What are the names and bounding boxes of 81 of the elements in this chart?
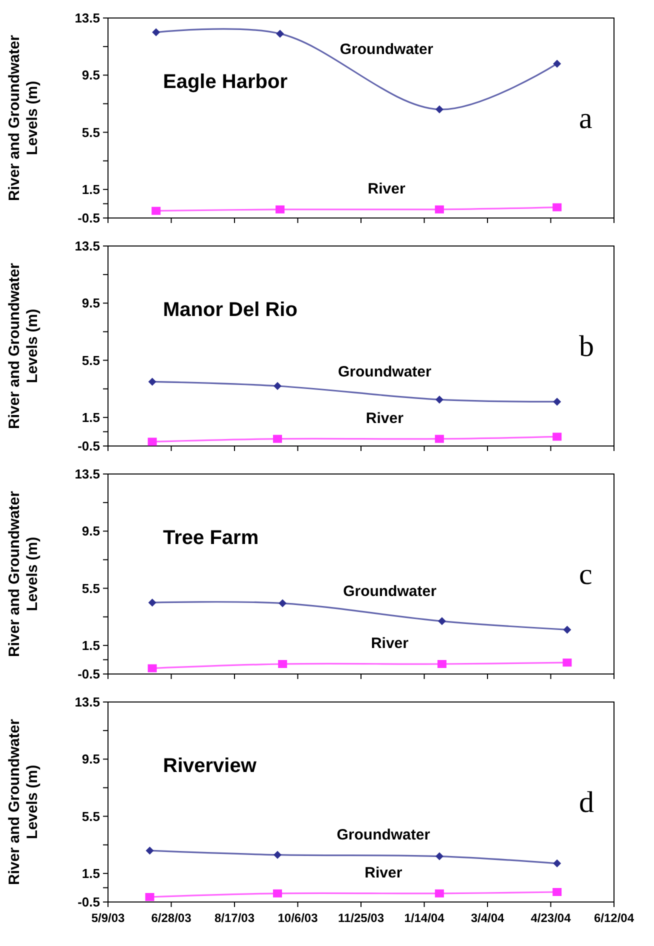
series-label: Groundwater: [338, 363, 432, 380]
text: Tree Farm: [163, 527, 259, 549]
point: [148, 598, 156, 607]
point: [274, 850, 282, 859]
y-tick-label: 13.5: [74, 238, 100, 254]
point: [553, 398, 562, 406]
point: [148, 664, 157, 672]
y-axis-title: River and Groundwater Levels (m): [6, 718, 41, 885]
point: [148, 438, 157, 446]
y-tick-label: 1.5: [82, 410, 100, 425]
text: Riverview: [163, 755, 257, 777]
point: [562, 658, 572, 667]
y-tick-label: 9.5: [82, 524, 100, 539]
point: [553, 60, 562, 68]
y-tick-label: 1.5: [82, 638, 100, 653]
x-tick-label: 1/14/04: [404, 911, 445, 925]
x-tick-label: 6/12/04: [594, 911, 634, 925]
series-label: Groundwater: [343, 582, 437, 600]
point: [273, 889, 282, 898]
series-label: River: [366, 410, 404, 427]
x-tick-label: 11/25/03: [338, 911, 384, 925]
y-tick-label: -0.5: [78, 438, 100, 454]
point: [552, 432, 562, 441]
annotation: d: [579, 786, 594, 819]
point: [563, 626, 572, 634]
point: [435, 396, 444, 404]
x-tick-label: 3/4/04: [470, 911, 504, 925]
y-tick-label: 9.5: [82, 68, 100, 83]
y-tick-label: -0.5: [78, 894, 100, 910]
y-tick-label: -0.5: [78, 666, 100, 682]
point: [552, 203, 562, 212]
y-tick-label: 5.5: [82, 124, 100, 140]
series-label: River: [364, 864, 402, 882]
point: [434, 205, 444, 214]
x-tick-label: 5/9/03: [91, 911, 125, 925]
point: [434, 889, 444, 898]
point: [276, 30, 284, 38]
series-label: Groundwater: [340, 41, 434, 58]
point: [276, 205, 285, 214]
y-axis-title: River and Groundwater Levels (m): [6, 490, 41, 657]
x-tick-label: 6/28/03: [151, 911, 192, 925]
point: [145, 893, 154, 901]
point: [148, 378, 156, 386]
series-label: River: [368, 180, 406, 198]
y-axis-title: River and Groundwater Levels (m): [6, 262, 41, 429]
annotation: b: [579, 330, 594, 363]
point: [273, 434, 282, 443]
point: [278, 660, 288, 668]
x-tick-label: 4/23/04: [530, 911, 572, 925]
point: [152, 206, 161, 215]
y-tick-label: 13.5: [74, 694, 100, 710]
point: [438, 617, 446, 626]
point: [435, 852, 444, 860]
y-tick-label: 1.5: [82, 866, 100, 881]
y-tick-label: 5.5: [82, 580, 100, 596]
y-tick-label: -0.5: [78, 210, 100, 226]
y-tick-label: 13.5: [74, 10, 100, 26]
point: [435, 105, 444, 114]
x-tick-label: 8/17/03: [214, 911, 255, 925]
point: [553, 859, 562, 868]
point: [146, 846, 154, 855]
y-tick-label: 5.5: [82, 808, 100, 824]
y-tick-label: 5.5: [82, 352, 100, 368]
series-label: River: [370, 635, 409, 652]
annotation: c: [579, 558, 592, 591]
point: [552, 888, 562, 896]
x-tick-label: 10/6/03: [278, 911, 318, 925]
y-tick-label: 1.5: [82, 182, 100, 197]
y-axis-title: River and Groundwater Levels (m): [6, 34, 41, 201]
y-tick-label: 13.5: [74, 466, 100, 482]
point: [274, 382, 282, 390]
text: Manor Del Rio: [163, 299, 298, 321]
point: [278, 599, 287, 608]
series-label: Groundwater: [336, 826, 430, 844]
y-tick-label: 9.5: [82, 296, 100, 311]
y-tick-label: 9.5: [82, 752, 100, 767]
point: [152, 28, 160, 36]
annotation: a: [579, 102, 592, 135]
point: [437, 660, 446, 668]
text: Eagle Harbor: [163, 71, 288, 93]
point: [434, 434, 444, 443]
